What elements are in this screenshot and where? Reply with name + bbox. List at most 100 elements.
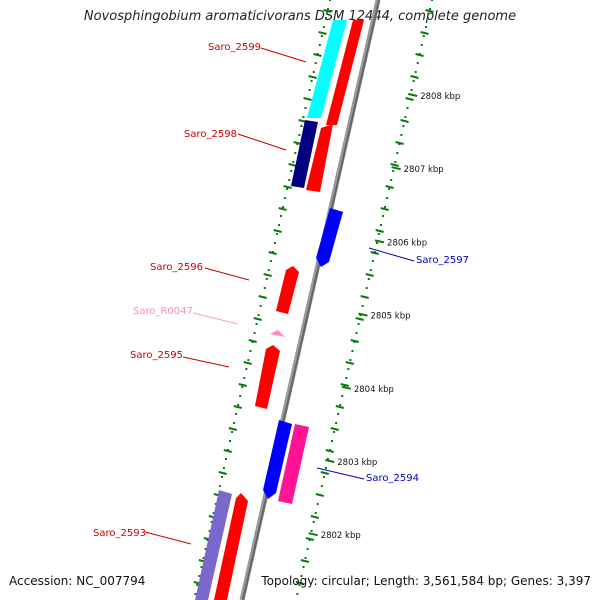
track-dot xyxy=(377,233,380,235)
track-dot xyxy=(402,125,405,127)
track-dot xyxy=(296,593,299,595)
track-dot xyxy=(316,503,319,505)
saro-2597-cds-arrow[interactable] xyxy=(316,208,343,267)
track-dot xyxy=(306,548,309,550)
track-dash xyxy=(375,229,384,233)
scale-tick-label: 2805 kbp xyxy=(370,312,410,322)
track-dot xyxy=(375,242,378,244)
track-dot xyxy=(308,539,311,541)
track-dash xyxy=(283,185,292,189)
genome-title: Novosphingobium aromaticivorans DSM 1244… xyxy=(83,9,517,24)
scale-tick-mark xyxy=(408,93,418,97)
gene-label-saro-2597[interactable]: Saro_2597 xyxy=(416,255,469,266)
scale-ticks: 2808 kbp 2807 kbp 2806 kbp 2805 kbp 2804 kbp… xyxy=(308,92,460,541)
track-dash xyxy=(330,427,340,431)
track-dot xyxy=(398,143,401,145)
scale-tick-mark xyxy=(374,239,385,244)
track-dash xyxy=(278,207,287,211)
gene-label-saro-2599[interactable]: Saro_2599 xyxy=(208,42,261,53)
track-dot xyxy=(312,521,315,523)
saro-2599-cog-bar[interactable] xyxy=(307,20,347,118)
gene-label-saro-2595[interactable]: Saro_2595 xyxy=(130,350,183,361)
track-dot xyxy=(416,62,419,64)
track-dot xyxy=(331,440,334,442)
track-dot xyxy=(380,224,382,226)
track-dot xyxy=(426,17,429,19)
track-dash xyxy=(313,53,322,57)
track-dot xyxy=(314,62,317,64)
scale-tick-label: 2806 kbp xyxy=(387,238,427,248)
track-dot xyxy=(251,341,254,343)
track-dash xyxy=(420,31,429,35)
gene-label-saro-2596[interactable]: Saro_2596 xyxy=(150,262,203,273)
scale-tick-mark xyxy=(341,385,352,390)
track-dot xyxy=(326,458,329,460)
track-dot xyxy=(355,332,358,334)
track-dot xyxy=(208,530,211,532)
track-dot xyxy=(229,440,232,442)
track-dash xyxy=(370,251,379,255)
saro-2599-cds-arrow[interactable] xyxy=(326,20,364,125)
gene-label-saro-r0047[interactable]: Saro_R0047 xyxy=(133,306,193,317)
gene-label-saro-2598[interactable]: Saro_2598 xyxy=(184,129,237,140)
track-dot xyxy=(210,521,213,523)
track-dot xyxy=(296,143,299,145)
track-dash xyxy=(380,207,389,211)
track-dash xyxy=(355,317,364,321)
accession-text: Accession: NC_007794 xyxy=(9,574,146,588)
saro-r0047-rna[interactable] xyxy=(270,330,285,337)
track-dot xyxy=(367,278,370,280)
track-dash xyxy=(223,449,233,453)
saro-2594-cds-arrow[interactable] xyxy=(263,420,292,499)
track-dot xyxy=(353,341,356,343)
track-dot xyxy=(222,467,225,469)
saro-2596-cds-arrow[interactable] xyxy=(276,266,299,314)
saro-2594-cog-bar[interactable] xyxy=(278,424,309,504)
track-dot xyxy=(255,323,258,325)
track-dot xyxy=(324,467,327,469)
track-dash xyxy=(415,53,424,57)
track-dot xyxy=(233,422,236,424)
track-dot xyxy=(314,512,317,514)
track-dot xyxy=(406,107,409,109)
track-dot xyxy=(273,242,276,244)
track-dot xyxy=(345,377,348,379)
track-dot xyxy=(290,170,293,172)
track-dot xyxy=(292,161,295,163)
track-dot xyxy=(286,188,289,190)
track-dash xyxy=(305,537,315,541)
track-dash xyxy=(300,559,310,563)
label-leaders xyxy=(144,47,415,545)
track-dot xyxy=(239,395,242,397)
track-dash xyxy=(310,515,320,519)
track-dot xyxy=(318,44,321,46)
saro-2598-cds-arrow[interactable] xyxy=(306,124,333,192)
track-dash xyxy=(340,383,349,387)
track-dot xyxy=(237,404,240,406)
track-dot xyxy=(316,53,319,55)
track-dot xyxy=(394,161,397,163)
track-dash xyxy=(303,97,312,101)
track-dot xyxy=(320,485,323,487)
track-dash xyxy=(273,229,282,233)
track-dot xyxy=(373,251,376,253)
gene-label-saro-2593[interactable]: Saro_2593 xyxy=(93,528,146,539)
track-dot xyxy=(324,17,327,19)
track-dot xyxy=(259,305,262,307)
track-dash xyxy=(360,295,369,299)
saro-2595-cds-arrow[interactable] xyxy=(255,345,280,409)
track-dot xyxy=(310,530,313,532)
track-dash xyxy=(323,9,332,13)
track-dot xyxy=(304,107,307,109)
track-dot xyxy=(200,566,203,568)
scale-tick-mark xyxy=(391,166,401,171)
saro-2593-cds-arrow[interactable] xyxy=(214,493,248,600)
track-dot xyxy=(204,548,207,550)
saro-2598-cog-bar[interactable] xyxy=(291,120,318,188)
track-dot xyxy=(298,134,301,136)
scale-tick-label: 2803 kbp xyxy=(337,458,377,468)
track-dot xyxy=(384,206,387,208)
track-dot xyxy=(253,332,256,334)
gene-label-saro-2594[interactable]: Saro_2594 xyxy=(366,473,419,484)
saro-2593-cog-bar[interactable] xyxy=(195,490,232,600)
